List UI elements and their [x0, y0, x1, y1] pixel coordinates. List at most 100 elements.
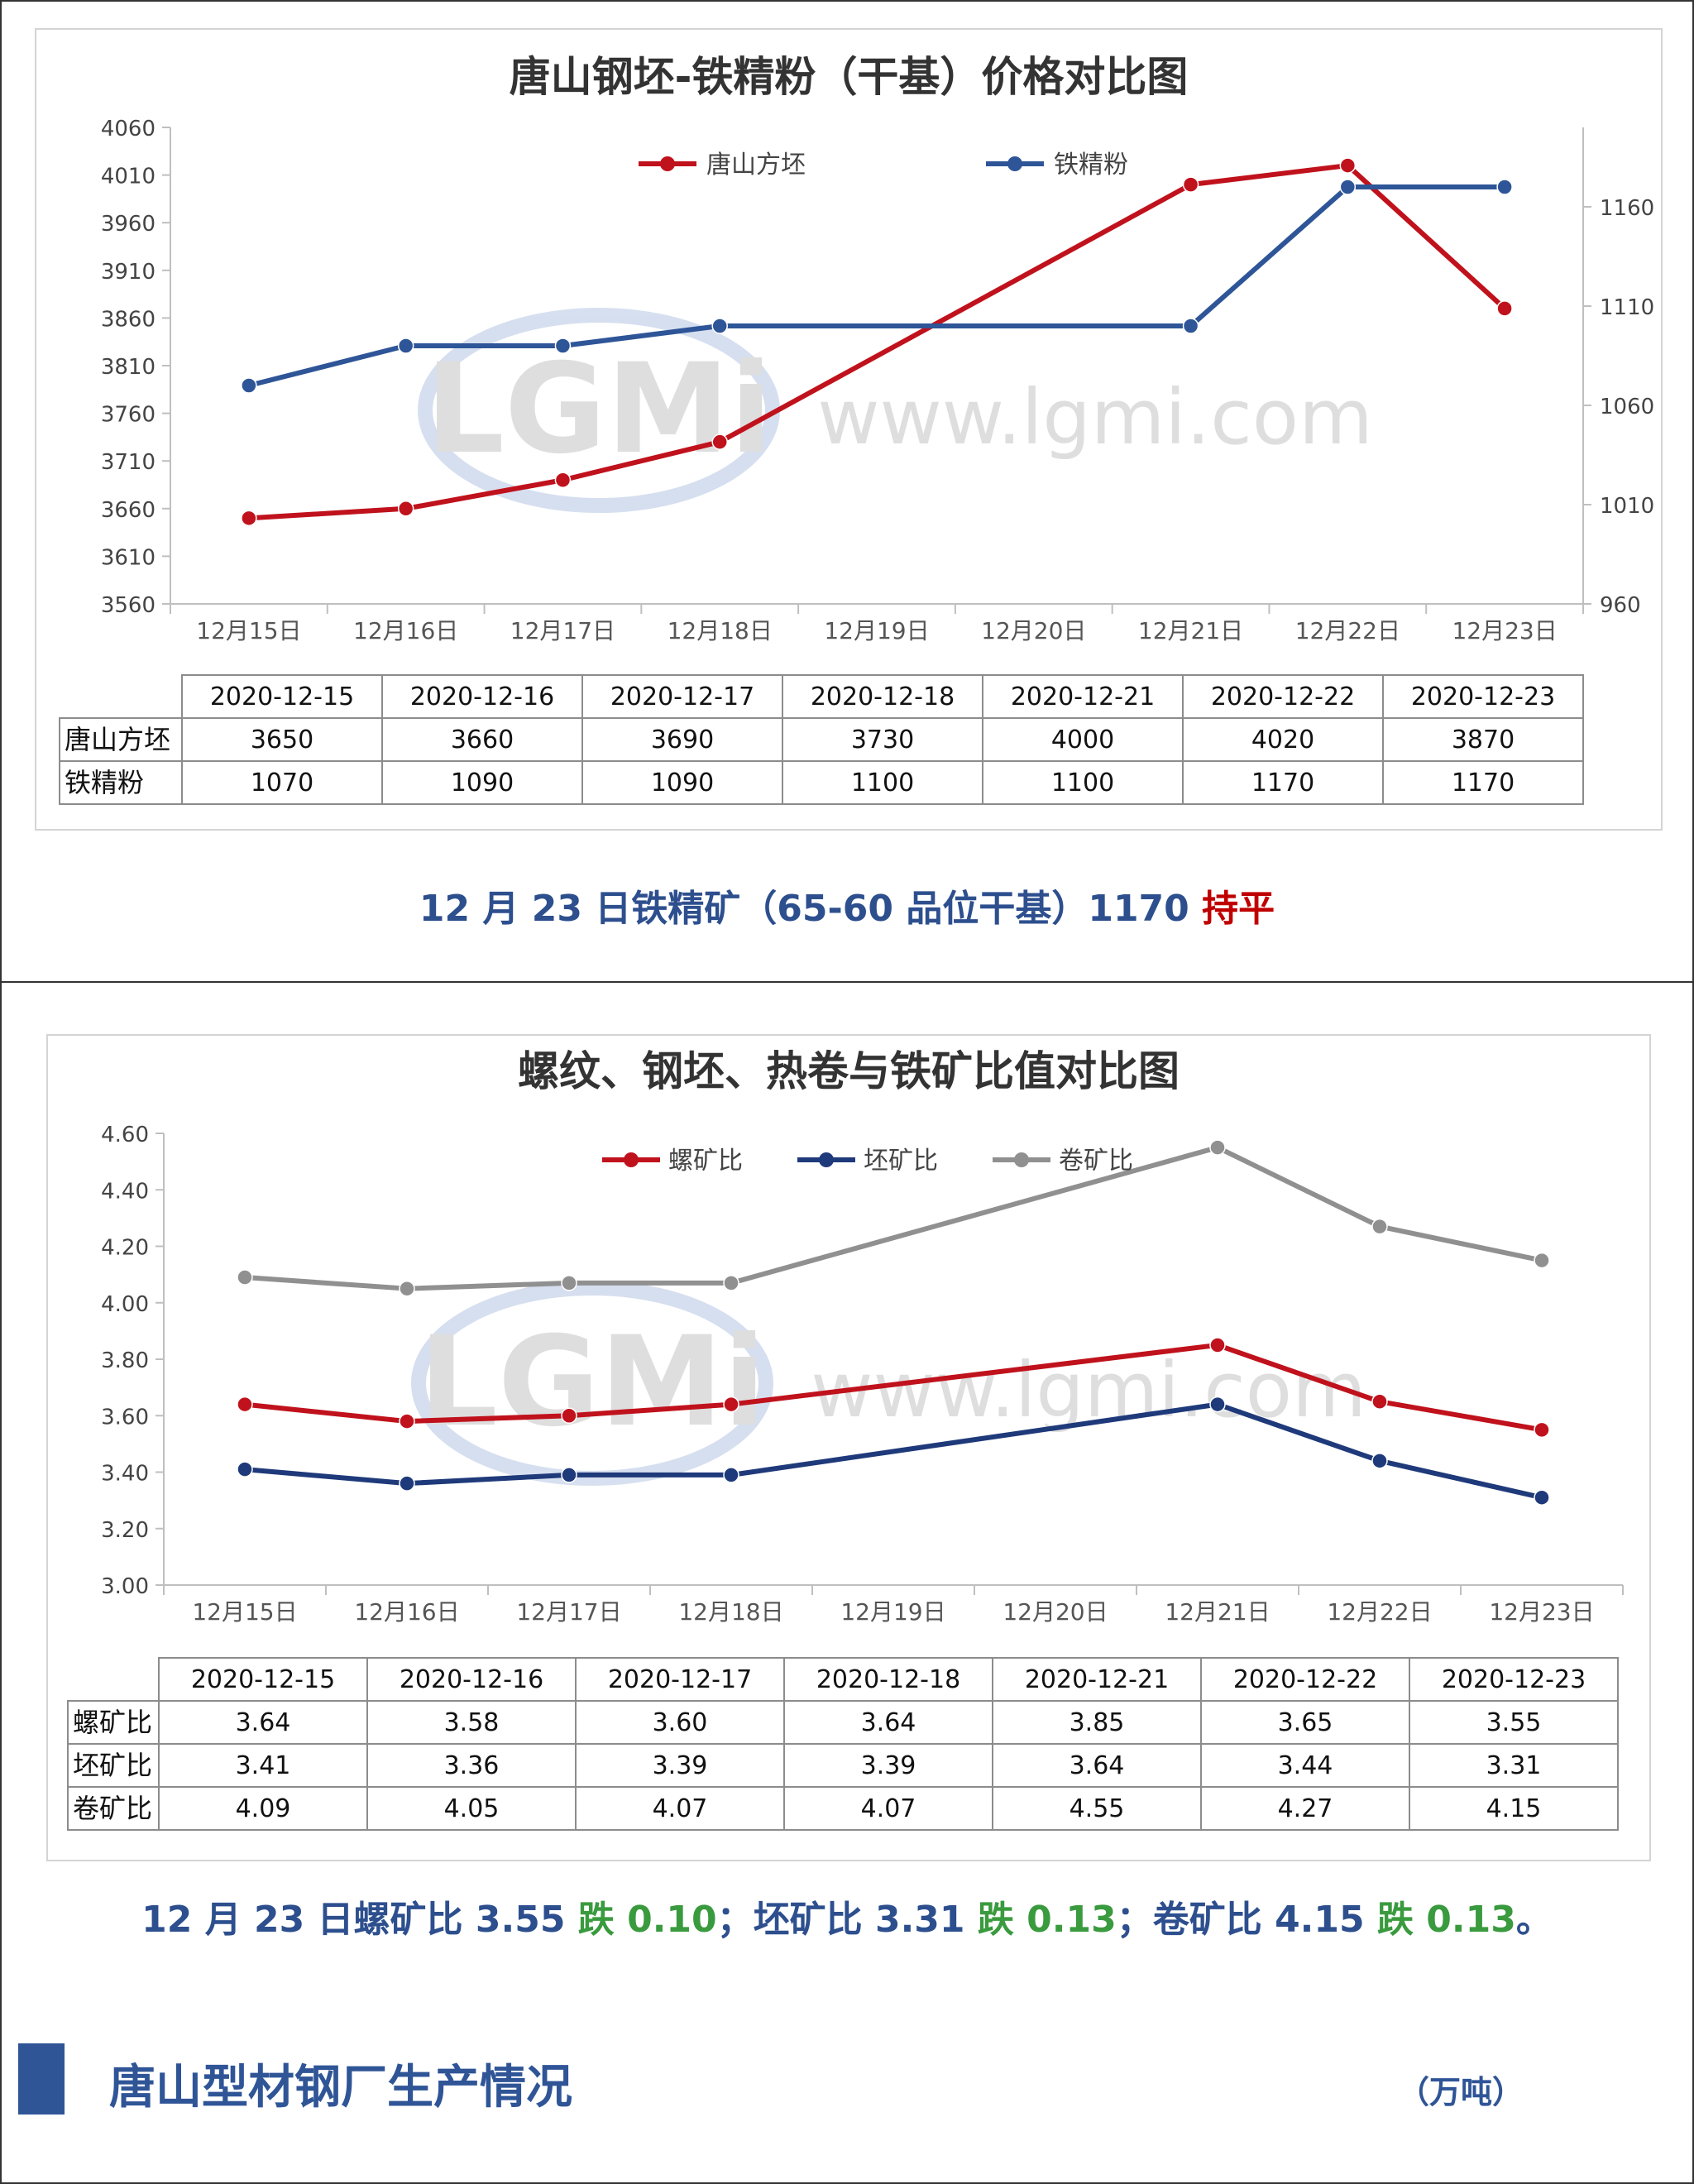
iron-ore-change: 持平: [1202, 888, 1275, 930]
x-tick-label: 12月15日: [192, 1598, 297, 1626]
coil-ratio-series-point: [237, 1269, 253, 1286]
billet-label: 唐山方坯: [65, 724, 170, 755]
watermark-ring: [411, 1281, 773, 1486]
left-tick-label: 3560: [101, 593, 156, 618]
table-header-date: 2020-12-17: [608, 1665, 752, 1694]
iron-powder-series-point: [397, 338, 414, 354]
ratio-summary: 12 月 23 日螺矿比 3.55 跌 0.10；坯矿比 3.31 跌 0.13…: [2, 1889, 1692, 1942]
ratio-summary-p3: ；卷矿比 4.15: [1116, 1899, 1377, 1941]
ratio-comparison-chart: LGMi www.lgmi.com 螺纹、钢坯、热卷与铁矿比值对比图 4.60 4.40…: [67, 1047, 1624, 1831]
left-tick-label: 3910: [101, 260, 156, 285]
left-tick-label: 3860: [101, 307, 156, 332]
legend-rebar-ratio-label: 螺矿比: [668, 1147, 743, 1176]
left-tick-label: 4.00: [101, 1292, 149, 1317]
rebar-ratio-series-point: [237, 1396, 253, 1413]
coil-ratio-cell: 4.07: [653, 1794, 708, 1823]
iron-powder-cell: 1170: [1452, 769, 1515, 797]
right-tick-label: 1010: [1600, 494, 1654, 519]
coil-ratio-series-point: [561, 1275, 577, 1291]
left-tick-label: 3760: [101, 403, 156, 428]
billet-series-point: [1339, 157, 1357, 174]
billet-cell: 3690: [651, 726, 714, 754]
billet-ratio-series-point: [237, 1461, 253, 1478]
coil-ratio-cell: 4.15: [1486, 1794, 1542, 1823]
billet-ratio-label: 坯矿比: [73, 1750, 152, 1781]
rebar-ratio-label: 螺矿比: [73, 1707, 152, 1738]
table-header-date: 2020-12-16: [410, 682, 554, 711]
iron-powder-series-point: [241, 377, 257, 394]
table-header-date: 2020-12-16: [400, 1665, 543, 1694]
left-tick-label: 3810: [101, 355, 156, 380]
ratio-summary-d2: 跌 0.13: [977, 1899, 1117, 1941]
table-header-date: 2020-12-22: [1233, 1665, 1377, 1694]
left-tick-label: 3610: [101, 545, 156, 570]
ratio-chart-box: LGMi www.lgmi.com 螺纹、钢坯、热卷与铁矿比值对比图 4.60 4.40…: [46, 1034, 1651, 1861]
x-tick-label: 12月22日: [1295, 617, 1400, 644]
chart-title: 螺纹、钢坯、热卷与铁矿比值对比图: [518, 1047, 1180, 1095]
billet-series-point: [397, 500, 414, 517]
rebar-ratio-series-point: [723, 1396, 739, 1413]
table-header-date: 2020-12-21: [1025, 1665, 1169, 1694]
top-panel: LGMi www.lgmi.com 唐山钢坯-铁精粉（干基）价格对比图 4060 401…: [0, 0, 1694, 983]
coil-ratio-cell: 4.05: [444, 1794, 500, 1823]
x-tick-label: 12月19日: [824, 617, 929, 644]
coil-ratio-series-point: [399, 1280, 415, 1297]
rebar-ratio-row: [67, 1700, 1619, 1745]
watermark-url: www.lgmi.com: [817, 373, 1372, 462]
section-unit: （万吨）: [1398, 2074, 1524, 2110]
left-tick-label: 3710: [101, 450, 156, 475]
x-tick-label: 12月21日: [1138, 617, 1243, 644]
billet-series-point: [711, 433, 728, 450]
left-tick-label: 3.40: [101, 1462, 149, 1487]
right-tick-label: 1060: [1600, 395, 1654, 419]
iron-ore-summary: 12 月 23 日铁精矿（65-60 品位干基）1170 持平: [2, 879, 1692, 932]
coil-ratio-row: [67, 1786, 1619, 1831]
x-tick-label: 12月20日: [981, 617, 1086, 644]
iron-powder-cell: 1100: [851, 769, 914, 797]
iron-powder-cell: 1070: [251, 769, 313, 797]
data-table: 2020-12-15 2020-12-16 2020-12-17 2020-12-18…: [59, 674, 1584, 805]
left-tick-label: 3.20: [101, 1518, 149, 1543]
billet-cell: 4000: [1051, 726, 1114, 754]
watermark-logo: LGMi: [425, 338, 772, 481]
left-tick-label: 3960: [101, 212, 156, 237]
billet-series-point: [1182, 176, 1199, 193]
billet-ratio-series-point: [723, 1467, 739, 1483]
legend-billet-marker: [660, 156, 675, 171]
ratio-summary-d1: 跌 0.10: [577, 1899, 717, 1941]
iron-powder-cell: 1090: [651, 769, 714, 797]
billet-cell: 3660: [451, 726, 514, 754]
legend-billet-ratio-label: 坯矿比: [864, 1147, 938, 1176]
data-table: 2020-12-15 2020-12-16 2020-12-17 2020-12-18…: [67, 1657, 1619, 1831]
table-header-date: 2020-12-21: [1011, 682, 1155, 711]
rebar-ratio-series-point: [561, 1407, 577, 1424]
rebar-ratio-series-point: [399, 1413, 415, 1430]
legend-iron-powder-marker: [1007, 156, 1022, 171]
left-tick-label: 3.00: [101, 1574, 149, 1599]
legend-billet-label: 唐山方坯: [706, 151, 806, 180]
billet-ratio-cell: 3.64: [1070, 1751, 1125, 1780]
iron-ore-summary-text: 12 月 23 日铁精矿（65-60 品位干基）1170: [419, 888, 1203, 930]
billet-series-point: [1496, 300, 1513, 317]
iron-powder-label: 铁精粉: [65, 767, 144, 798]
left-tick-label: 4.20: [101, 1236, 149, 1261]
billet-ratio-cell: 3.39: [861, 1751, 916, 1780]
watermark-logo: LGMi: [419, 1310, 765, 1454]
billet-ratio-series-point: [561, 1467, 577, 1483]
coil-ratio-series-point: [1209, 1139, 1226, 1156]
rebar-ratio-cell: 3.64: [236, 1708, 291, 1737]
x-tick-label: 12月21日: [1165, 1598, 1270, 1626]
billet-ratio-row: [67, 1743, 1619, 1788]
x-tick-label: 12月16日: [354, 1598, 459, 1626]
iron-powder-series-point: [1182, 318, 1199, 334]
table-header-date: 2020-12-23: [1411, 682, 1555, 711]
coil-ratio-cell: 4.27: [1278, 1794, 1333, 1823]
billet-ratio-series-point: [1371, 1453, 1388, 1469]
billet-ratio-series-point: [1534, 1489, 1550, 1506]
rebar-ratio-cell: 3.55: [1486, 1708, 1542, 1737]
iron-powder-cell: 1090: [451, 769, 514, 797]
price-chart-box: LGMi www.lgmi.com 唐山钢坯-铁精粉（干基）价格对比图 4060 401…: [35, 28, 1663, 831]
coil-ratio-series-point: [1534, 1252, 1550, 1269]
rebar-ratio-series-point: [1371, 1393, 1388, 1410]
iron-powder-row: [59, 760, 1584, 805]
